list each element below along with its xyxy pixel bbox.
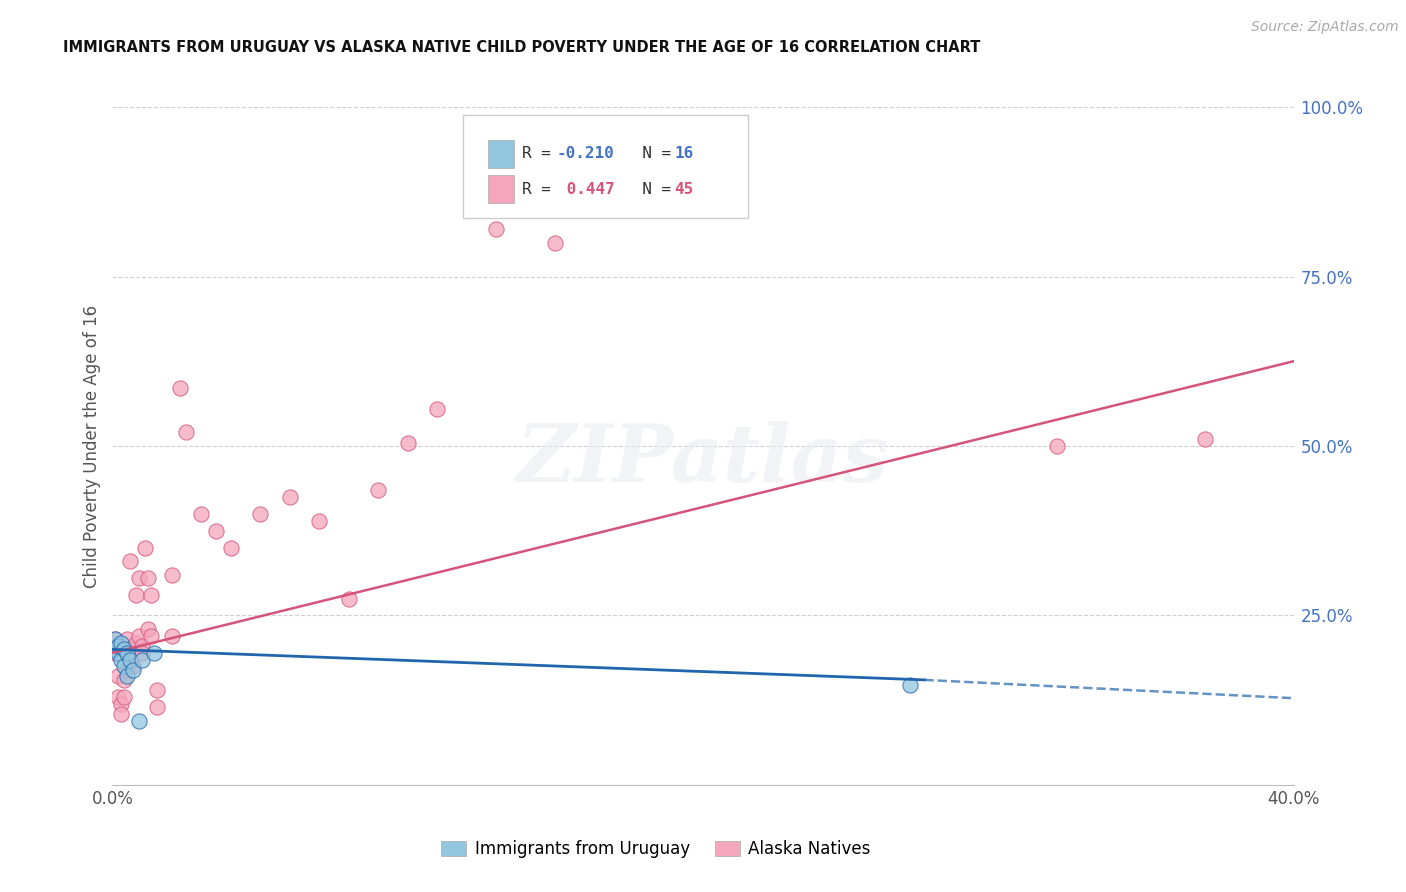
- Point: [125, 588, 148, 602]
- Point: [396, 435, 419, 450]
- Point: [107, 646, 129, 660]
- Point: [139, 588, 162, 602]
- Point: [110, 652, 132, 666]
- Point: [107, 690, 129, 704]
- Point: [308, 514, 330, 528]
- Point: [110, 706, 132, 721]
- Text: -0.210: -0.210: [557, 145, 614, 161]
- Point: [146, 683, 169, 698]
- Point: [169, 381, 191, 395]
- Point: [278, 490, 301, 504]
- Text: 0.447: 0.447: [557, 182, 614, 196]
- Point: [337, 591, 360, 606]
- Point: [104, 632, 127, 647]
- Point: [117, 646, 138, 660]
- Y-axis label: Child Poverty Under the Age of 16: Child Poverty Under the Age of 16: [83, 304, 101, 588]
- Point: [146, 700, 169, 714]
- Point: [898, 678, 921, 692]
- Point: [190, 507, 212, 521]
- FancyBboxPatch shape: [463, 115, 748, 218]
- Point: [249, 507, 271, 521]
- Text: 16: 16: [675, 145, 695, 161]
- Point: [367, 483, 389, 497]
- Point: [110, 697, 132, 711]
- Text: IMMIGRANTS FROM URUGUAY VS ALASKA NATIVE CHILD POVERTY UNDER THE AGE OF 16 CORRE: IMMIGRANTS FROM URUGUAY VS ALASKA NATIVE…: [63, 40, 980, 55]
- Point: [139, 629, 162, 643]
- Point: [128, 714, 150, 728]
- FancyBboxPatch shape: [488, 139, 515, 168]
- Point: [174, 425, 197, 440]
- Point: [104, 632, 127, 647]
- Text: ZIPatlas: ZIPatlas: [517, 421, 889, 499]
- Point: [1194, 432, 1216, 446]
- Point: [112, 690, 135, 704]
- Point: [122, 642, 145, 657]
- FancyBboxPatch shape: [488, 175, 515, 203]
- Point: [128, 629, 150, 643]
- Point: [122, 659, 145, 673]
- Point: [131, 639, 153, 653]
- Point: [128, 571, 150, 585]
- Text: 45: 45: [675, 182, 695, 196]
- Point: [122, 663, 145, 677]
- Point: [603, 198, 626, 212]
- Legend: Immigrants from Uruguay, Alaska Natives: Immigrants from Uruguay, Alaska Natives: [434, 833, 877, 864]
- Text: R =: R =: [522, 145, 561, 161]
- Point: [112, 642, 135, 657]
- Point: [142, 646, 165, 660]
- Point: [112, 673, 135, 687]
- Point: [112, 659, 135, 673]
- Point: [117, 669, 138, 683]
- Text: N =: N =: [623, 182, 681, 196]
- Point: [160, 629, 183, 643]
- Point: [219, 541, 242, 555]
- Point: [120, 652, 142, 666]
- Point: [205, 524, 228, 538]
- Point: [110, 635, 132, 649]
- Point: [120, 554, 142, 568]
- Point: [107, 639, 129, 653]
- Point: [136, 622, 159, 636]
- Point: [136, 571, 159, 585]
- Point: [485, 222, 508, 236]
- Point: [107, 669, 129, 683]
- Point: [131, 646, 153, 660]
- Text: R =: R =: [522, 182, 561, 196]
- Point: [104, 646, 127, 660]
- Text: Source: ZipAtlas.com: Source: ZipAtlas.com: [1251, 20, 1399, 34]
- Point: [426, 401, 449, 416]
- Text: N =: N =: [623, 145, 681, 161]
- Point: [1046, 439, 1069, 453]
- Point: [134, 541, 156, 555]
- Point: [117, 663, 138, 677]
- Point: [117, 632, 138, 647]
- Point: [544, 235, 567, 250]
- Point: [125, 635, 148, 649]
- Point: [104, 642, 127, 657]
- Point: [131, 652, 153, 666]
- Point: [160, 567, 183, 582]
